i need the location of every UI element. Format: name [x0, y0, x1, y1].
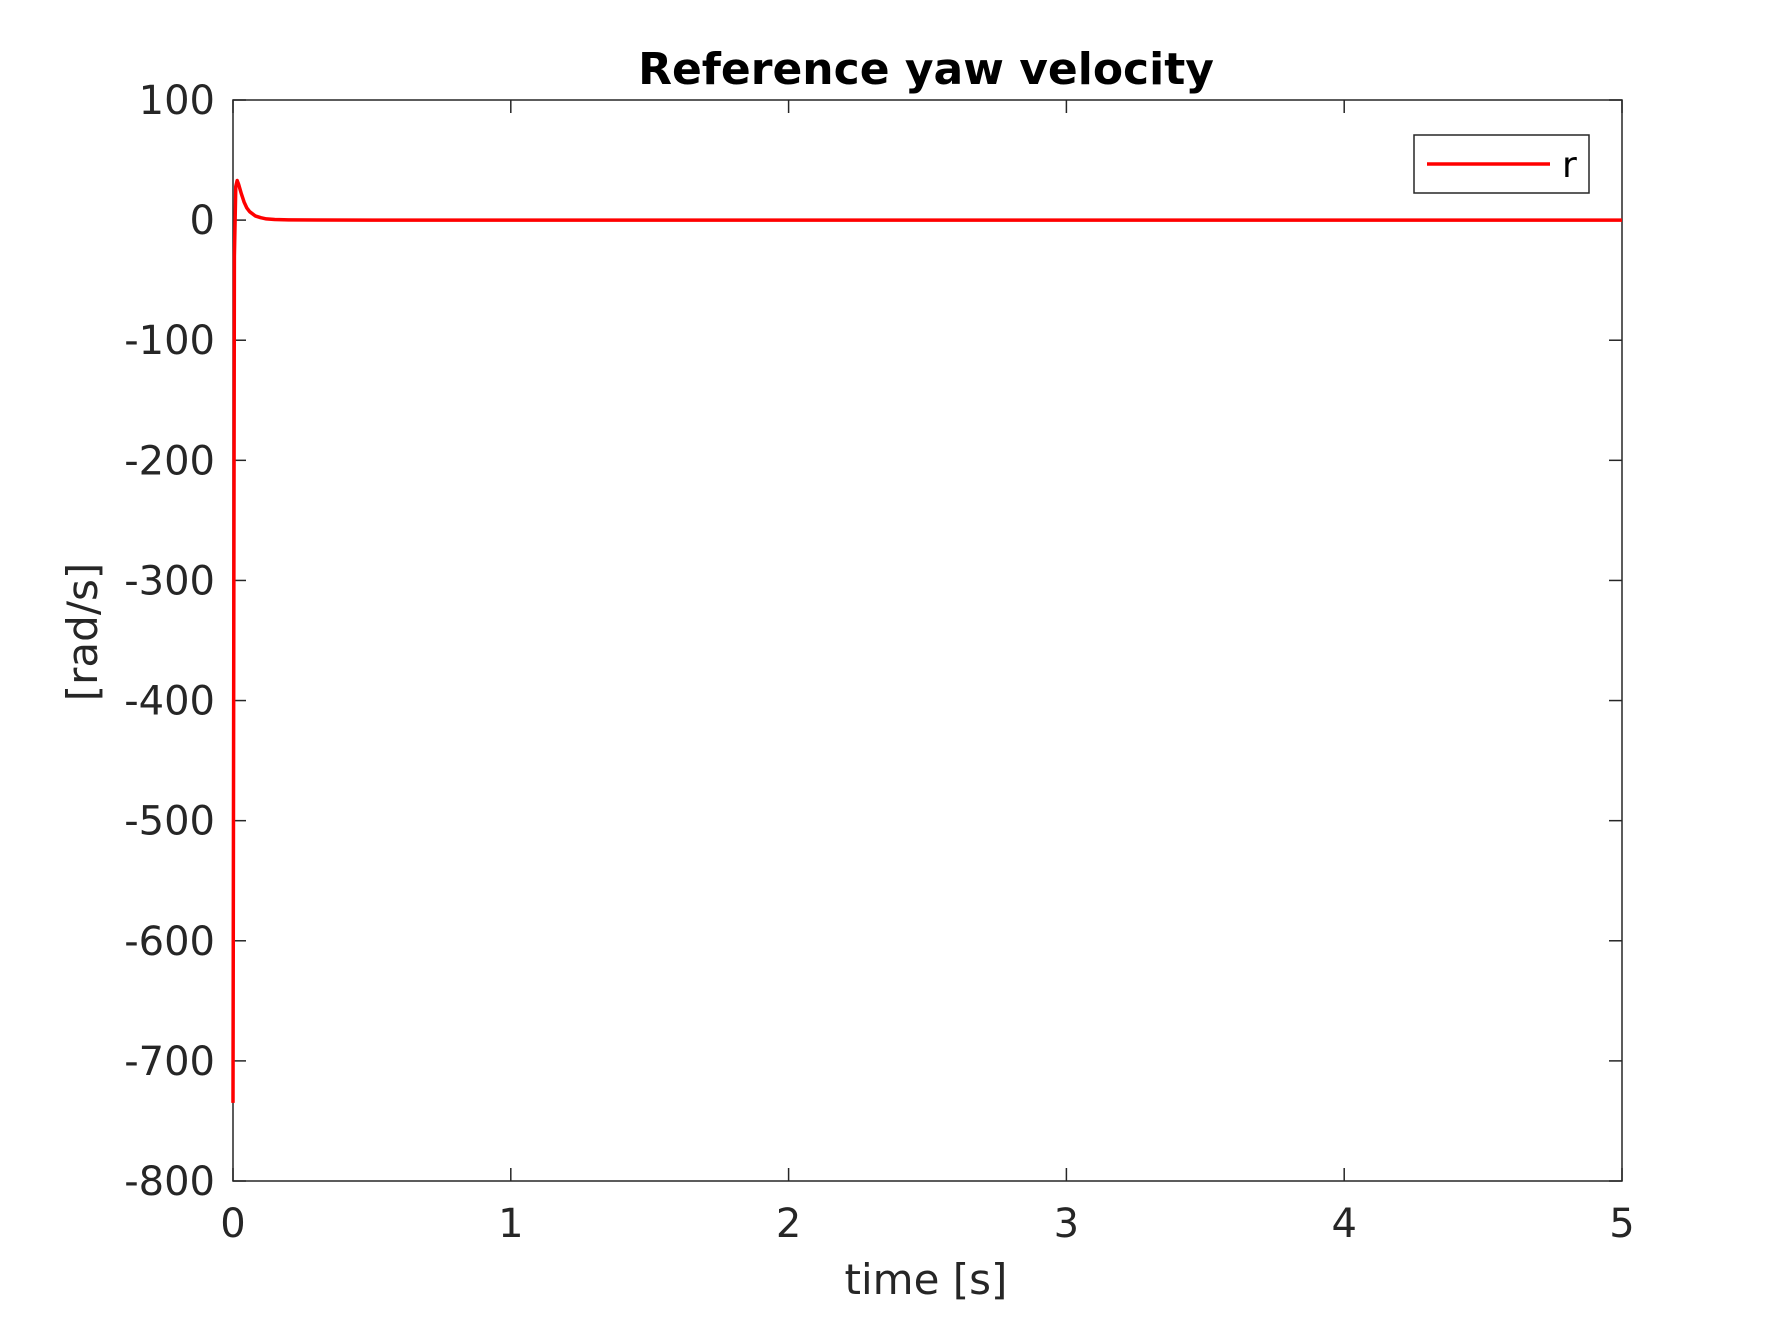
x-tick-label: 4 — [1331, 1201, 1356, 1247]
y-tick-label: -300 — [124, 558, 215, 604]
legend: r — [1413, 134, 1590, 194]
x-tick-label: 2 — [776, 1201, 801, 1247]
chart-title: Reference yaw velocity — [638, 44, 1214, 95]
y-axis-tick-labels: -800 -700 -600 -500 -400 -300 -200 -100 0 100 — [124, 78, 215, 1205]
y-tick-label: -600 — [124, 919, 215, 965]
y-tick-label: -400 — [124, 679, 215, 725]
x-tick-label: 3 — [1054, 1201, 1079, 1247]
series-line-r — [231, 178, 1622, 1103]
y-axis-label: [rad/s] — [58, 563, 107, 701]
y-tick-label: -100 — [124, 318, 215, 364]
y-tick-label: -800 — [124, 1159, 215, 1205]
plot-area — [232, 99, 1623, 1182]
x-tick-label: 0 — [220, 1201, 245, 1247]
y-tick-label: 100 — [139, 78, 215, 124]
x-tick-label: 5 — [1609, 1201, 1634, 1247]
y-tick-label: -700 — [124, 1039, 215, 1085]
y-tick-label: -200 — [124, 438, 215, 484]
x-tick-label: 1 — [498, 1201, 523, 1247]
y-tick-label: -500 — [124, 799, 215, 845]
x-axis-tick-labels: 0 1 2 3 4 5 — [220, 1201, 1634, 1247]
y-tick-label: 0 — [190, 198, 215, 244]
series-group — [231, 178, 1622, 1103]
x-axis-label: time [s] — [845, 1255, 1008, 1304]
legend-label-r: r — [1562, 145, 1577, 186]
axis-ticks — [232, 99, 1623, 1182]
